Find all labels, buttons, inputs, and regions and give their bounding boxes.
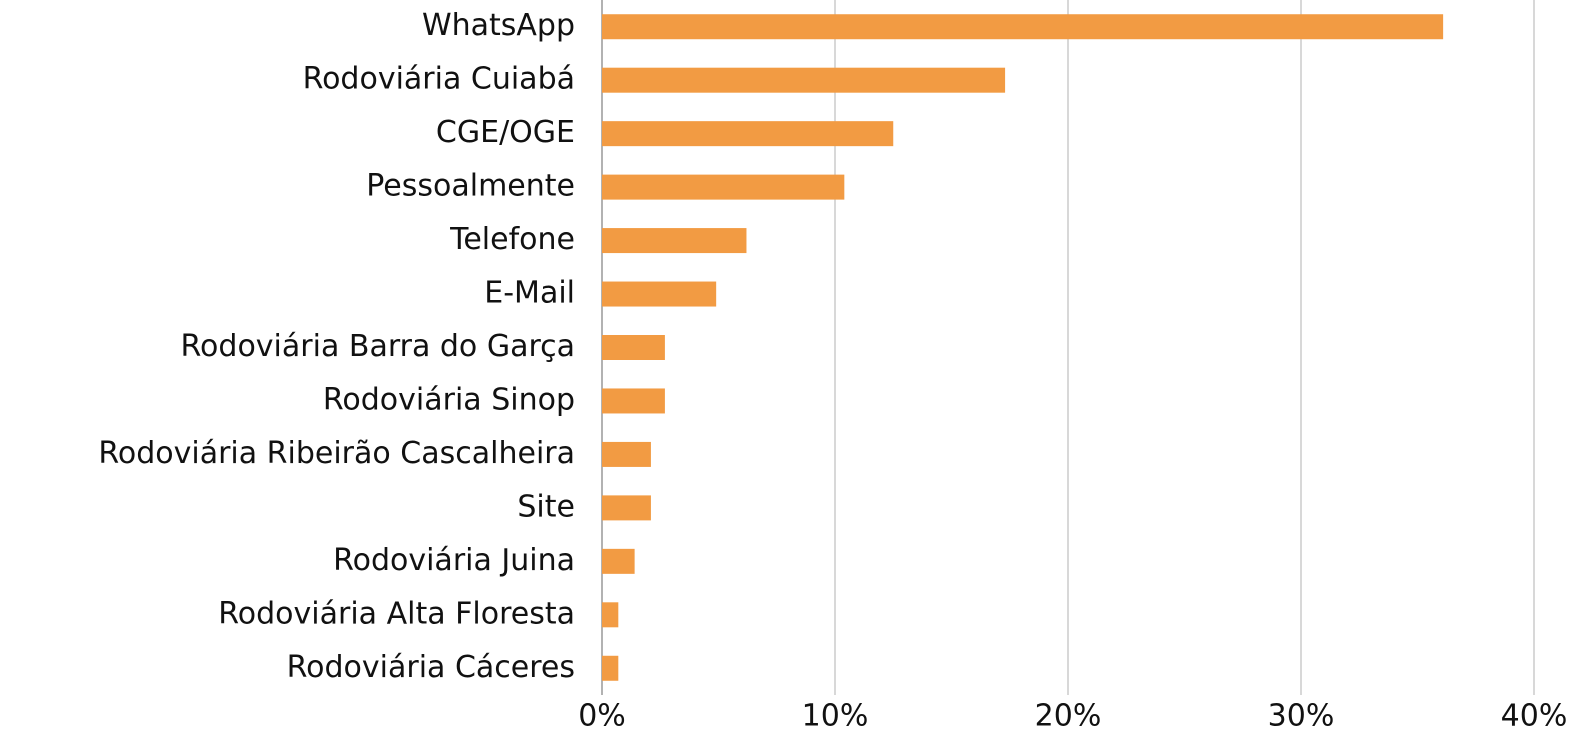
y-tick-label: WhatsApp (422, 8, 575, 43)
bar (602, 67, 1006, 93)
bar (602, 281, 717, 307)
x-tick-label: 20% (1035, 699, 1102, 734)
y-tick-label: Telefone (449, 222, 575, 257)
y-tick-label: Rodoviária Barra do Garça (181, 329, 575, 364)
bar (602, 335, 665, 360)
bar (602, 495, 651, 521)
x-tick-label: 40% (1501, 699, 1568, 734)
bar (602, 388, 665, 414)
bar (602, 228, 747, 254)
y-tick-label: E-Mail (484, 276, 575, 311)
y-tick-label: Rodoviária Ribeirão Cascalheira (98, 436, 575, 471)
bar (602, 174, 845, 200)
bar (602, 655, 619, 681)
x-tick-label: 10% (802, 699, 869, 734)
y-tick-label: Rodoviária Alta Floresta (218, 596, 575, 631)
y-tick-label: Rodoviária Cuiabá (303, 62, 575, 97)
bar (602, 441, 651, 467)
bar (602, 602, 619, 628)
y-tick-label: CGE/OGE (436, 115, 575, 150)
x-tick-label: 30% (1268, 699, 1335, 734)
bar (602, 121, 894, 147)
y-tick-label: Rodoviária Sinop (323, 382, 575, 417)
x-tick-label: 0% (578, 699, 626, 734)
bar (602, 548, 635, 574)
y-tick-label: Rodoviária Juina (333, 543, 575, 578)
bar (602, 14, 1444, 40)
y-tick-label: Site (517, 489, 575, 524)
y-tick-label: Rodoviária Cáceres (287, 650, 575, 685)
y-tick-label: Pessoalmente (366, 169, 575, 204)
